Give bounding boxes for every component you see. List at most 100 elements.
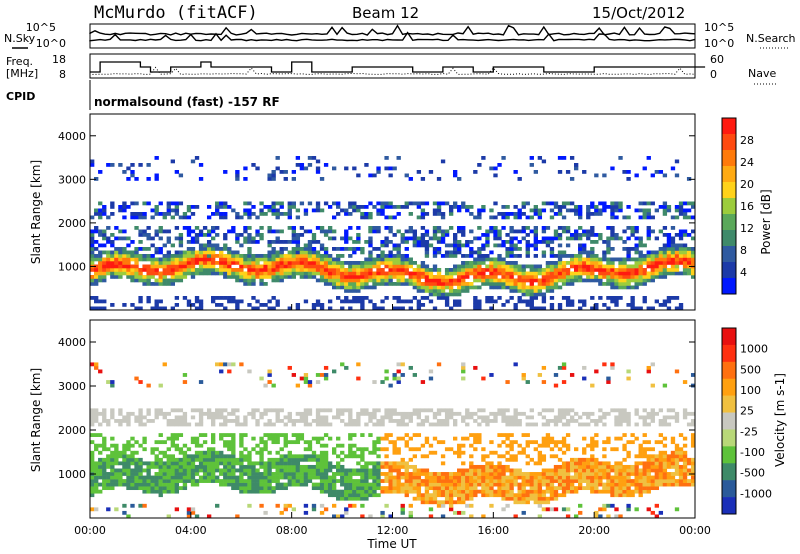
heatmap-cell [650,264,655,269]
heatmap-cell [154,457,159,462]
heatmap-cell [259,472,264,476]
heatmap-cell [106,482,111,487]
heatmap-cell [271,472,276,476]
heatmap-cell [489,461,494,466]
heatmap-cell [360,503,365,508]
heatmap-cell [457,479,462,483]
heatmap-cell [561,436,567,441]
heatmap-cell [267,461,272,466]
heatmap-cell [360,303,365,307]
heatmap-cell [291,419,296,423]
heatmap-cell [646,482,651,487]
heatmap-cell [674,482,680,487]
heatmap-cell [590,240,595,244]
heatmap-cell [549,236,555,241]
heatmap-cell [219,247,224,251]
heatmap-cell [453,271,458,276]
heatmap-cell [219,201,224,206]
heatmap-cell [287,440,292,445]
heatmap-cell [158,264,163,269]
heatmap-cell [453,243,458,248]
heatmap-cell [662,454,668,459]
heatmap-cell [662,243,668,248]
heatmap-cell [561,380,567,384]
heatmap-cell [541,500,547,505]
heatmap-cell [315,457,321,462]
heatmap-cell [436,275,442,279]
heatmap-cell [537,215,543,220]
heatmap-cell [432,278,438,283]
heatmap-cell [396,362,401,367]
heatmap-cell [98,450,103,455]
heatmap-cell [344,479,349,483]
heatmap-cell [412,278,417,283]
heatmap-cell [521,510,526,515]
heatmap-cell [509,296,514,300]
heatmap-cell [432,285,438,290]
heatmap-cell [521,500,526,505]
heatmap-cell [231,468,236,473]
heatmap-cell [485,257,490,262]
heatmap-cell [618,201,623,206]
heatmap-cell [598,482,603,487]
heatmap-cell [529,482,534,487]
heatmap-cell [255,422,260,427]
heatmap-cell [235,303,240,307]
heatmap-cell [473,261,478,265]
heatmap-cell [126,411,131,416]
heatmap-cell [332,215,337,220]
heatmap-cell [489,440,494,445]
colorbar-swatch [722,412,736,430]
heatmap-cell [219,254,224,258]
heatmap-cell [509,415,514,420]
heatmap-cell [202,250,208,255]
heatmap-cell [102,457,107,462]
heatmap-cell [586,229,591,234]
heatmap-cell [545,268,551,272]
heatmap-cell [311,306,317,311]
heatmap-cell [190,205,196,209]
heatmap-cell [650,306,655,311]
heatmap-cell [440,236,446,241]
heatmap-cell [453,278,458,283]
heatmap-cell [505,408,510,413]
heatmap-cell [650,454,655,459]
heatmap-cell [545,226,551,230]
heatmap-cell [509,479,514,483]
heatmap-cell [392,479,397,483]
heatmap-cell [227,264,232,269]
heatmap-cell [372,275,377,279]
heatmap-cell [678,236,684,241]
heatmap-cell [416,268,422,272]
heatmap-cell [521,496,526,501]
heatmap-cell [142,479,147,483]
heatmap-cell [259,226,264,230]
heatmap-cell [638,201,643,206]
heatmap-cell [315,422,321,427]
heatmap-cell [465,205,470,209]
heatmap-cell [614,296,619,300]
heatmap-cell [319,243,325,248]
heatmap-cell [223,264,228,269]
heatmap-cell [614,479,619,483]
heatmap-cell [186,254,192,258]
heatmap-cell [243,433,248,437]
heatmap-cell [223,212,228,216]
heatmap-cell [174,408,180,413]
heatmap-cell [545,479,551,483]
heatmap-cell [352,201,357,206]
heatmap-cell [178,264,184,269]
heatmap-cell [215,208,220,213]
heatmap-cell [130,271,135,276]
heatmap-cell [682,215,688,220]
heatmap-cell [315,408,321,413]
heatmap-cell [162,257,167,262]
heatmap-cell [150,261,155,265]
heatmap-cell [247,208,252,213]
heatmap-cell [590,489,595,494]
heatmap-cell [106,464,111,469]
heatmap-cell [235,408,240,413]
heatmap-cell [307,443,313,448]
heatmap-cell [561,464,567,469]
heatmap-cell [545,278,551,283]
